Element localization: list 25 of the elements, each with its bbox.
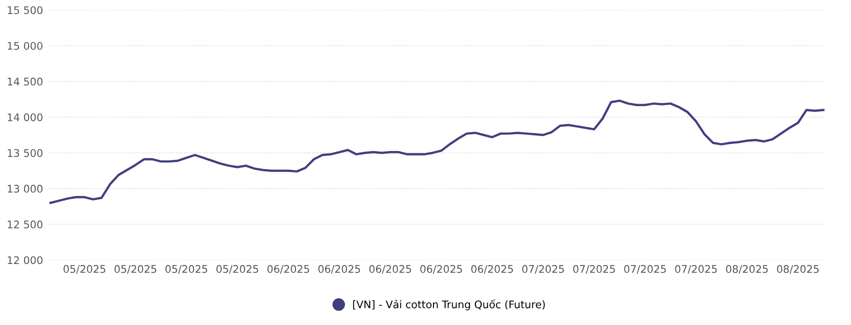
y-tick-label: 15 000 [8,42,42,50]
x-tick-label: 05/2025 [114,265,156,274]
y-tick-label: 13 000 [8,184,42,193]
x-tick-label: 06/2025 [267,265,310,274]
y-tick-label: 12 500 [8,220,42,228]
y-tick-label: 12 000 [8,256,42,264]
x-tick-label: 07/2025 [624,265,666,274]
y-tick-label: 14 500 [8,78,42,86]
y-tick-label: 14 000 [8,113,42,122]
line-series [49,100,825,204]
y-tick-label: 13 500 [8,149,42,157]
x-tick-label: 06/2025 [420,265,462,274]
x-tick-label: 07/2025 [675,265,717,274]
x-tick-label: 07/2025 [522,265,564,274]
x-tick-label: 06/2025 [318,265,360,274]
x-tick-label: 07/2025 [573,265,615,274]
x-tick-label: 08/2025 [726,265,768,274]
x-tick-label: 08/2025 [777,265,819,274]
x-tick-label: 06/2025 [471,265,513,274]
x-tick-label: 06/2025 [369,265,412,274]
y-tick-label: 15 500 [8,6,42,14]
x-tick-label: 05/2025 [64,265,106,274]
x-tick-label: 05/2025 [165,265,208,274]
x-tick-label: 05/2025 [216,265,258,274]
legend-label: [VN] - Vải cotton Trung Quốc (Future) [353,299,545,310]
